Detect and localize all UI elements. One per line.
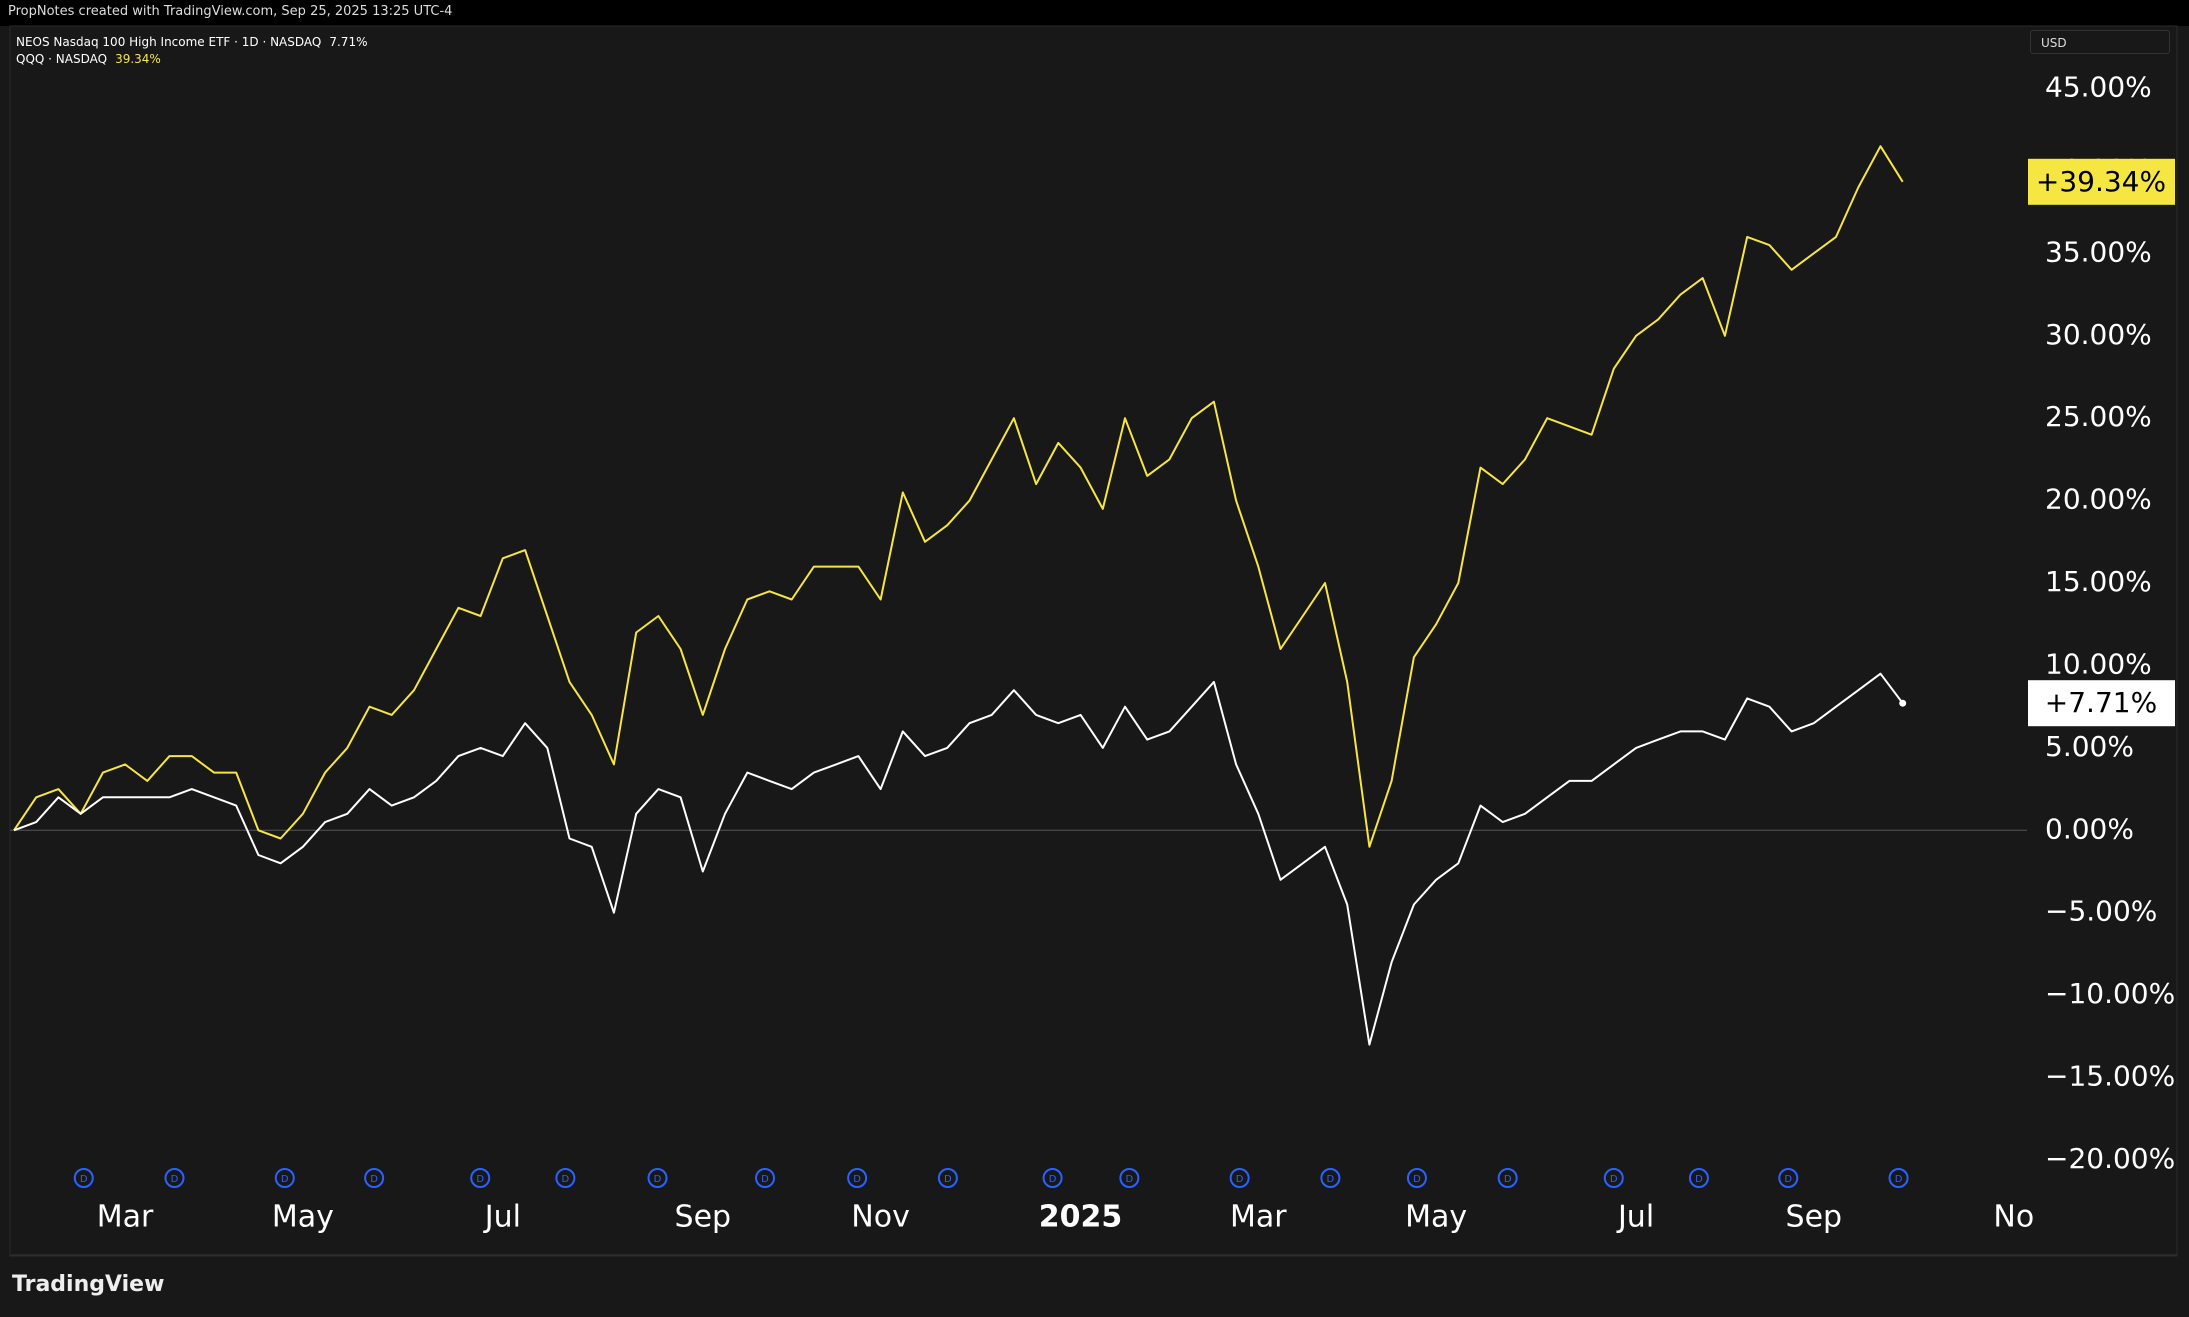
dividend-marker [1320,1168,1341,1188]
dividend-marker [1778,1168,1799,1188]
dividend-marker [847,1168,868,1188]
y-tick-label: −15.00% [2045,1060,2175,1093]
y-tick-label: 0.00% [2045,812,2134,845]
x-tick-label: Sep [1786,1200,1843,1235]
dividend-marker-label: D [1784,1174,1792,1185]
dividend-marker-label: D [281,1174,289,1185]
dividend-marker [164,1168,185,1188]
dividend-marker-label: D [1504,1174,1512,1185]
legend-entry[interactable]: QQQ · NASDAQ 39.34% [16,51,367,68]
header-bar [0,0,2189,26]
x-tick-label: Jul [483,1200,521,1235]
price-badge [2028,680,2175,727]
price-badge-label: +39.34% [2036,165,2166,198]
x-tick-label: Sep [675,1200,732,1235]
dividend-marker-label: D [370,1174,378,1185]
x-tick-label: Nov [851,1200,910,1235]
dividend-marker [1406,1168,1427,1188]
dividend-marker [1688,1168,1709,1188]
series-line [13,145,1904,848]
dividend-marker-label: D [171,1174,179,1185]
dividend-marker [755,1168,776,1188]
y-tick-label: 25.00% [2045,400,2152,433]
y-tick-label: 30.00% [2045,318,2152,351]
dividend-marker [364,1168,385,1188]
x-tick-label: Mar [1230,1200,1287,1235]
dividend-marker-label: D [476,1174,484,1185]
dividend-marker-label: D [654,1174,662,1185]
dividend-marker-label: D [1895,1174,1903,1185]
dividend-marker-label: D [1695,1174,1703,1185]
dividend-marker-label: D [761,1174,769,1185]
dividend-marker-label: D [1413,1174,1421,1185]
dividend-marker [1229,1168,1250,1188]
dividend-marker-label: D [853,1174,861,1185]
price-badge [2028,158,2175,205]
dividend-marker [647,1168,668,1188]
legend-name: NEOS Nasdaq 100 High Income ETF · 1D · N… [16,35,322,49]
last-point [1899,699,1907,707]
y-tick-label: −20.00% [2045,1142,2175,1175]
header-text: PropNotes created with TradingView.com, … [8,4,453,19]
dividend-marker [555,1168,576,1188]
brand: TradingView [12,1272,165,1297]
y-tick-label: −5.00% [2045,895,2157,928]
dividend-marker-label: D [1049,1174,1057,1185]
y-tick-label: 45.00% [2045,71,2152,104]
y-tick-label: 10.00% [2045,647,2152,680]
dividend-marker [1497,1168,1518,1188]
x-tick-label: No [1993,1200,2034,1235]
y-tick-label: −10.00% [2045,977,2175,1010]
x-tick-label: 2025 [1039,1200,1123,1235]
y-tick-label: 15.00% [2045,565,2152,598]
dividend-marker [1888,1168,1909,1188]
legend: NEOS Nasdaq 100 High Income ETF · 1D · N… [16,34,367,68]
x-tick-label: May [272,1200,334,1235]
legend-name: QQQ · NASDAQ [16,52,108,66]
dividend-marker-label: D [562,1174,570,1185]
y-tick-label: 5.00% [2045,730,2134,763]
dividend-marker-label: D [1610,1174,1618,1185]
legend-value: 7.71% [329,35,368,49]
dividend-marker [1042,1168,1063,1188]
dividend-marker-label: D [1126,1174,1134,1185]
currency[interactable]: USD [2030,30,2170,54]
legend-value: 39.34% [115,52,161,66]
dividend-marker [937,1168,958,1188]
x-tick-label: Mar [97,1200,154,1235]
series-line [13,672,1904,1046]
price-badge-label: +7.71% [2045,686,2157,719]
y-tick-label: 35.00% [2045,235,2152,268]
x-tick-label: Jul [1616,1200,1654,1235]
dividend-marker-label: D [1236,1174,1244,1185]
legend-entry[interactable]: NEOS Nasdaq 100 High Income ETF · 1D · N… [16,34,367,51]
dividend-marker [274,1168,295,1188]
dividend-marker [1603,1168,1624,1188]
dividend-marker-label: D [80,1174,88,1185]
dividend-marker [470,1168,491,1188]
dividend-marker-label: D [1327,1174,1335,1185]
dividend-marker [1119,1168,1140,1188]
chart-frame [9,25,2178,1257]
dividend-marker-label: D [944,1174,952,1185]
dividend-marker [73,1168,94,1188]
y-tick-label: 20.00% [2045,483,2152,516]
x-tick-label: May [1405,1200,1467,1235]
